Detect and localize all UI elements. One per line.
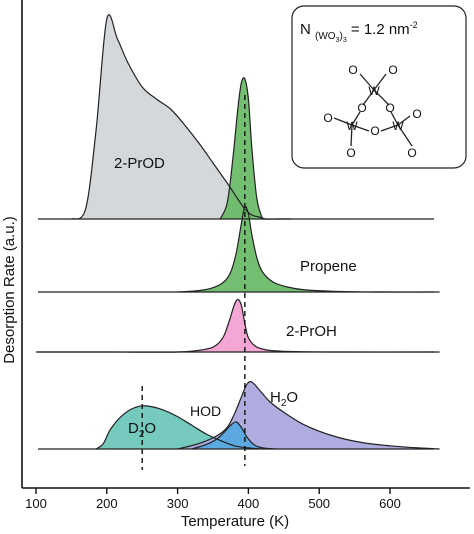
inset-structure: N (WO3)3 = 1.2 nm-2 O O W O O [291, 5, 467, 169]
line-h2o-p4 [177, 381, 440, 450]
line-2-proh-p3 [35, 298, 440, 353]
label-2-proh: 2-PrOH [286, 323, 337, 340]
atom-o-left: O [323, 111, 332, 125]
wo3-trimer-atoms: O O W O O O W O W O O O [323, 63, 421, 160]
area-2-prod-p1 [71, 14, 291, 220]
line-d2o-p4 [95, 405, 263, 450]
y-axis-label: Desorption Rate (a.u.) [1, 216, 18, 364]
x-tick-label-100: 100 [25, 496, 47, 511]
x-tick-label-600: 600 [379, 496, 401, 511]
inset-formula: N (WO3)3 = 1.2 nm-2 [300, 20, 418, 46]
label-2-prod: 2-PrOD [114, 155, 165, 172]
line-2-prod-p1 [71, 14, 291, 220]
label-hod: HOD [190, 403, 221, 419]
x-axis-label: Temperature (K) [181, 513, 289, 530]
atom-o-bridge-bottom: O [370, 124, 379, 138]
x-ticks: 100 200 300 400 500 600 [25, 488, 401, 511]
area-propene-p2 [177, 206, 440, 293]
label-h2o: H2O [270, 389, 298, 409]
dashed-markers [141, 95, 246, 470]
atom-o-bottom-right: O [407, 146, 416, 160]
atom-w-right: W [392, 119, 404, 133]
atom-o-right: O [412, 107, 421, 121]
x-tick-label-500: 500 [308, 496, 330, 511]
x-tick-label-200: 200 [96, 496, 118, 511]
atom-w-left: W [346, 119, 358, 133]
atom-w-top: W [368, 84, 380, 98]
series-fills [36, 14, 440, 449]
x-tick-label-300: 300 [167, 496, 189, 511]
atom-o-bridge-right: O [385, 101, 394, 115]
label-d2o: D2O [128, 420, 156, 440]
atom-o-bottom-left: O [346, 146, 355, 160]
x-tick-label-400: 400 [238, 496, 260, 511]
atom-o-top-left: O [348, 63, 357, 77]
area-2-proh-p3 [36, 299, 440, 353]
area-propene-p1 [220, 77, 263, 219]
inset-box [291, 5, 467, 169]
area-d2o-p4 [96, 405, 263, 449]
atom-o-bridge-left: O [357, 101, 366, 115]
line-hod-p4 [191, 421, 277, 450]
line-propene-p1 [219, 77, 264, 220]
label-propene: Propene [300, 258, 357, 275]
line-propene-p2 [177, 205, 440, 293]
wo3-trimer-bonds [333, 73, 413, 147]
atom-o-top-right: O [388, 63, 397, 77]
series-outlines [35, 14, 440, 450]
area-hod-p4 [191, 421, 277, 449]
